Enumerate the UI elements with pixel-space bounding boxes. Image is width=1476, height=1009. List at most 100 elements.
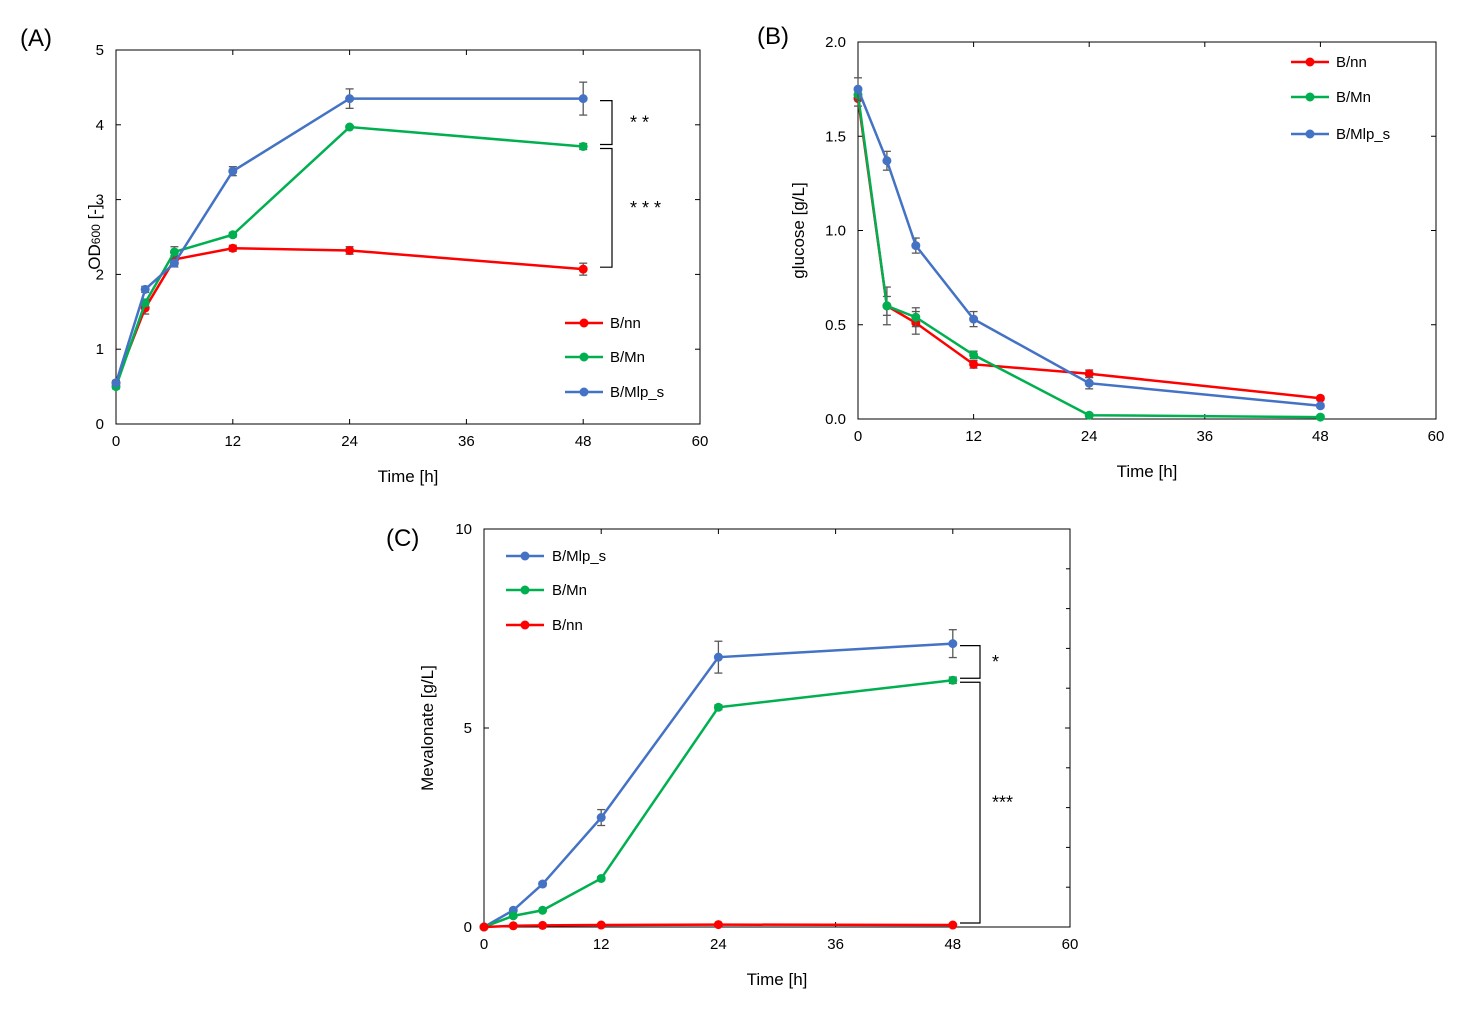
y-tick-label: 0	[96, 416, 104, 433]
data-point	[596, 920, 606, 930]
data-point	[169, 247, 179, 257]
x-tick-label: 60	[692, 433, 709, 450]
data-point	[578, 264, 588, 274]
legend-swatch-marker	[1305, 92, 1315, 102]
significance-bracket	[960, 645, 981, 679]
series-line	[856, 98, 1321, 400]
y-tick-label: 5	[96, 42, 104, 59]
significance-label: *	[992, 652, 999, 672]
x-tick-label: 24	[1081, 428, 1098, 445]
significance-bracket	[600, 100, 613, 146]
data-point	[169, 258, 179, 268]
series-line	[483, 642, 953, 929]
x-tick-label: 36	[458, 433, 475, 450]
significance-label: * *	[630, 113, 649, 133]
x-tick-label: 60	[1428, 428, 1445, 445]
data-point	[1084, 410, 1094, 420]
series-line	[856, 88, 1321, 408]
legend-entry: B/Mlp_s	[552, 548, 606, 565]
x-axis-label: Time [h]	[378, 467, 439, 486]
significance-bracket	[600, 147, 613, 268]
y-tick-label: 0	[464, 919, 472, 936]
data-point	[1084, 369, 1094, 379]
data-point	[596, 813, 606, 823]
data-point	[713, 652, 723, 662]
data-point	[969, 350, 979, 360]
legend-swatch-marker	[1305, 129, 1315, 139]
y-tick-label: 1.5	[825, 128, 846, 145]
y-tick-label: 1.0	[825, 223, 846, 240]
panel-label: (B)	[757, 23, 789, 50]
legend-swatch-marker	[520, 620, 530, 630]
data-point	[948, 920, 958, 930]
data-point	[345, 94, 355, 104]
legend-entry: B/nn	[552, 617, 583, 634]
y-tick-label: 0.0	[825, 411, 846, 428]
data-point	[713, 702, 723, 712]
y-axis-label: OD600 [-]	[85, 204, 104, 269]
data-point	[140, 284, 150, 294]
y-axis-label: glucose [g/L]	[789, 182, 808, 278]
data-point	[479, 922, 489, 932]
data-point	[508, 911, 518, 921]
series-b-mlp-s	[111, 81, 588, 388]
legend-entry: B/Mn	[1336, 89, 1371, 106]
series-b-nn	[479, 920, 958, 932]
y-tick-label: 1	[96, 341, 104, 358]
x-tick-label: 12	[224, 433, 241, 450]
legend-swatch-marker	[579, 387, 589, 397]
x-tick-label: 48	[944, 936, 961, 953]
y-tick-label: 5	[464, 720, 472, 737]
y-tick-label: 3	[96, 192, 104, 209]
x-tick-label: 48	[575, 433, 592, 450]
plot-frame	[115, 49, 701, 425]
series-line	[483, 923, 953, 929]
legend-swatch-marker	[1305, 57, 1315, 67]
y-tick-label: 4	[96, 117, 104, 134]
y-tick-label: 10	[455, 521, 472, 538]
y-axis-label-main: OD	[85, 244, 104, 270]
data-point	[228, 243, 238, 253]
y-axis-label: Mevalonate [g/L]	[418, 665, 437, 791]
legend-swatch-marker	[520, 585, 530, 595]
data-point	[853, 84, 863, 94]
data-point	[345, 122, 355, 132]
x-axis-label: Time [h]	[747, 970, 808, 989]
chart-panel-b: (B) 0 12 24 36 48 60 0.0 0.5 1.0 1.5 2.0 Time [h] glu…	[757, 23, 1444, 481]
data-point	[911, 312, 921, 322]
data-point	[948, 675, 958, 685]
data-point	[1315, 393, 1325, 403]
data-point	[508, 921, 518, 931]
series-line	[114, 246, 584, 384]
data-point	[596, 873, 606, 883]
series-line	[483, 678, 953, 929]
data-point	[345, 245, 355, 255]
data-point	[969, 314, 979, 324]
legend-entry: B/nn	[1336, 54, 1367, 71]
legend-entry: B/Mn	[610, 349, 645, 366]
series-b-mlp-s	[853, 77, 1325, 411]
y-axis-label-sub: 600	[89, 224, 103, 244]
data-point	[228, 166, 238, 176]
legend-swatch-marker	[579, 318, 589, 328]
data-point	[538, 879, 548, 889]
x-tick-label: 12	[965, 428, 982, 445]
x-tick-label: 24	[710, 936, 727, 953]
x-tick-label: 60	[1062, 936, 1079, 953]
significance-bracket	[960, 681, 981, 924]
series-line	[856, 94, 1321, 419]
x-tick-label: 48	[1312, 428, 1329, 445]
y-axis-label-tail: [-]	[85, 204, 104, 224]
legend-swatch-marker	[579, 352, 589, 362]
series-line	[114, 97, 584, 384]
panel-label: (A)	[20, 25, 52, 52]
series-b-mn	[479, 675, 958, 932]
data-point	[713, 920, 723, 930]
legend-entry: B/Mn	[552, 582, 587, 599]
data-point	[1315, 401, 1325, 411]
x-tick-label: 36	[827, 936, 844, 953]
data-point	[969, 359, 979, 369]
x-axis-label: Time [h]	[1117, 462, 1178, 481]
